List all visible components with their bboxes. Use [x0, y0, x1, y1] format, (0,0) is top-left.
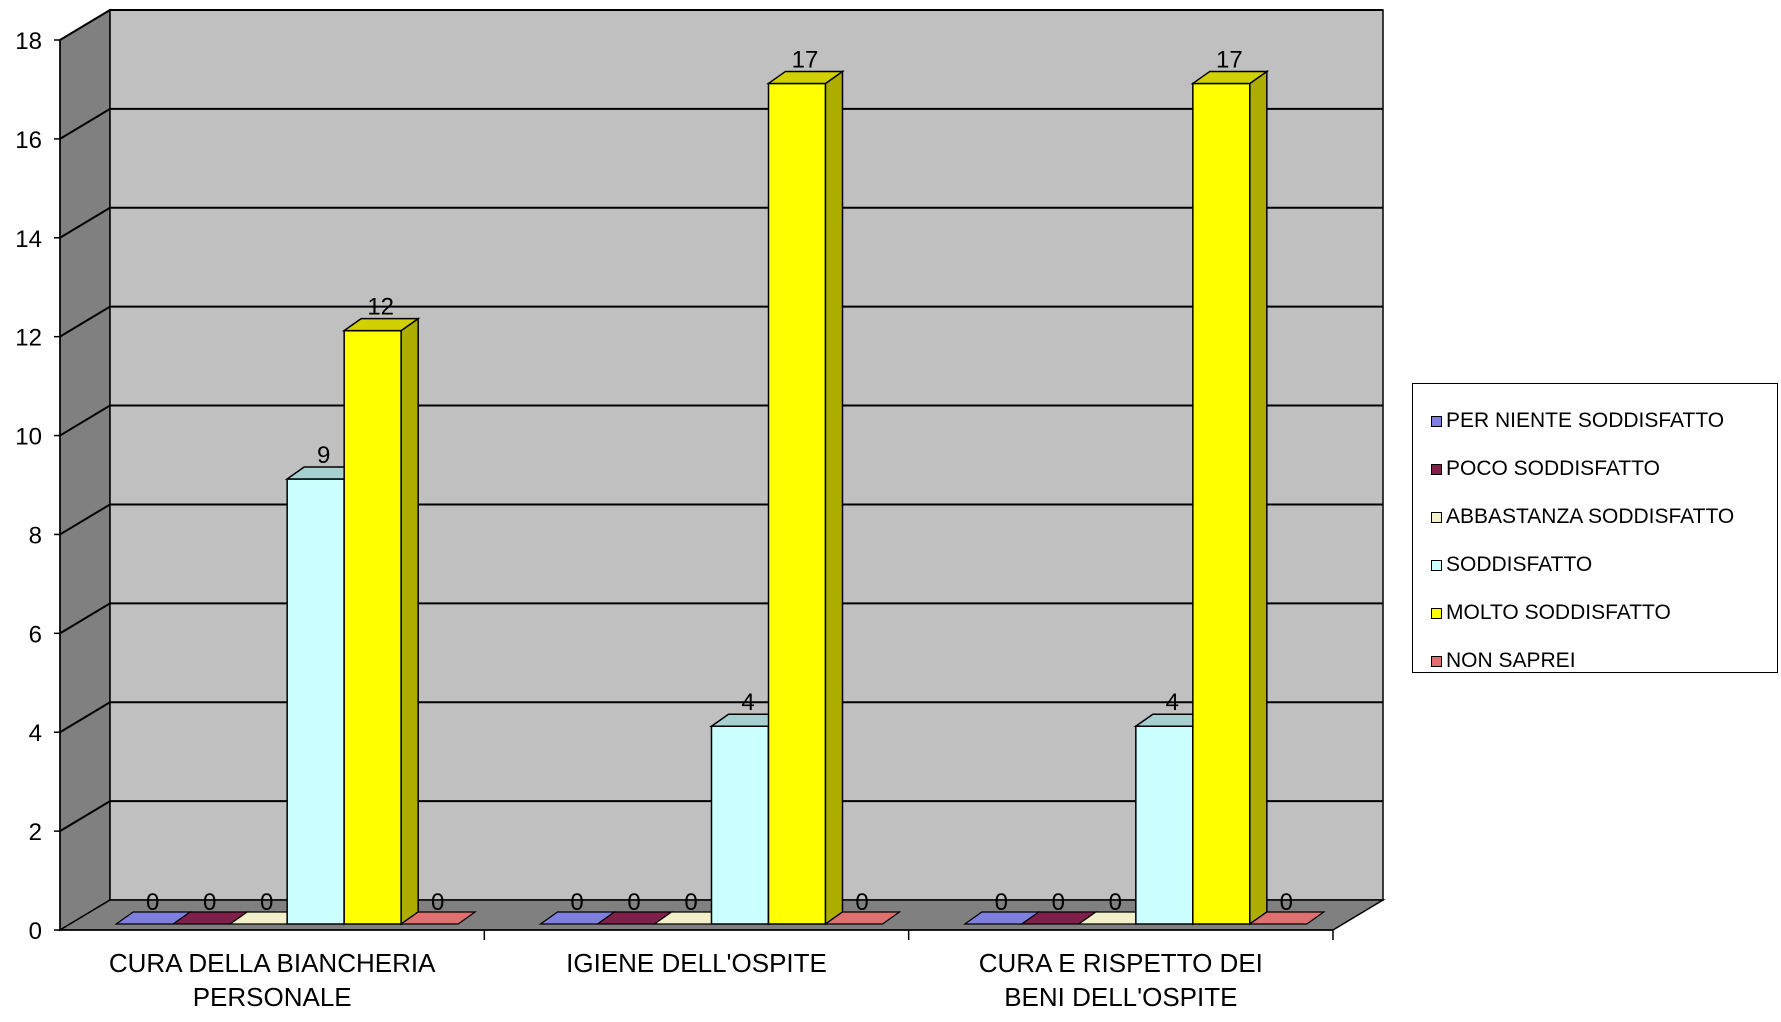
data-label: 0 — [1052, 889, 1065, 916]
x-category-label: BENI DELL'OSPITE — [1004, 982, 1237, 1012]
legend-swatch — [1431, 511, 1442, 523]
x-category-label: IGIENE DELL'OSPITE — [566, 948, 827, 978]
y-tick-label: 18 — [15, 28, 42, 55]
gridline — [59, 107, 1383, 140]
legend-label: POCO SODDISFATTO — [1446, 457, 1660, 480]
data-label: 9 — [317, 442, 330, 469]
gridline — [59, 503, 1383, 536]
bar — [341, 317, 421, 926]
legend-item: MOLTO SODDISFATTO — [1431, 600, 1671, 626]
x-category-label: CURA E RISPETTO DEI — [979, 948, 1263, 978]
bar — [766, 69, 845, 926]
legend-label: ABBASTANZA SODDISFATTO — [1446, 505, 1735, 528]
gridline — [59, 206, 1383, 239]
bar — [823, 911, 902, 925]
data-label: 17 — [1216, 46, 1243, 73]
y-tick-label: 4 — [29, 720, 42, 747]
legend-label: PER NIENTE SODDISFATTO — [1446, 409, 1725, 432]
gridline — [59, 404, 1383, 437]
legend-item: ABBASTANZA SODDISFATTO — [1431, 504, 1734, 530]
legend-label: SODDISFATTO — [1446, 553, 1593, 576]
data-label: 0 — [1109, 889, 1122, 916]
legend-swatch — [1431, 463, 1442, 475]
data-label: 0 — [684, 889, 697, 916]
data-label: 4 — [1166, 689, 1179, 716]
gridline — [59, 305, 1383, 338]
data-label: 0 — [1280, 889, 1293, 916]
data-label: 0 — [431, 889, 444, 916]
data-label: 0 — [146, 889, 159, 916]
y-tick-label: 8 — [29, 522, 42, 549]
legend-swatch — [1431, 607, 1442, 619]
gridline — [59, 602, 1383, 635]
data-label: 17 — [792, 46, 819, 73]
legend-swatch — [1431, 655, 1442, 667]
bar — [1247, 911, 1326, 925]
data-label: 0 — [995, 889, 1008, 916]
legend-label: MOLTO SODDISFATTO — [1446, 601, 1671, 624]
legend-item: PER NIENTE SODDISFATTO — [1431, 408, 1724, 434]
y-tick-label: 2 — [29, 819, 42, 846]
legend-swatch — [1431, 415, 1442, 427]
legend-swatch — [1431, 559, 1442, 571]
legend: PER NIENTE SODDISFATTO POCO SODDISFATTO AB… — [1412, 383, 1778, 673]
gridline — [59, 701, 1383, 734]
data-label: 0 — [570, 889, 583, 916]
y-tick-label: 12 — [15, 325, 42, 352]
gridline — [59, 9, 1383, 41]
x-category-label: PERSONALE — [193, 982, 352, 1012]
y-tick-label: 14 — [15, 226, 42, 253]
y-tick-label: 0 — [29, 918, 42, 945]
y-tick-label: 10 — [15, 424, 42, 451]
side-wall — [59, 8, 111, 932]
legend-item: POCO SODDISFATTO — [1431, 456, 1660, 482]
y-tick-label: 6 — [29, 621, 42, 648]
data-label: 0 — [260, 889, 273, 916]
bar — [1190, 69, 1270, 926]
bar — [399, 911, 478, 925]
data-label: 12 — [367, 294, 394, 321]
legend-item: SODDISFATTO — [1431, 552, 1592, 578]
data-label: 4 — [741, 689, 754, 716]
legend-item: NON SAPREI — [1431, 648, 1576, 674]
data-label: 0 — [627, 889, 640, 916]
data-label: 0 — [855, 889, 868, 916]
legend-label: NON SAPREI — [1446, 649, 1576, 672]
data-label: 0 — [203, 889, 216, 916]
x-category-label: CURA DELLA BIANCHERIA — [109, 948, 436, 978]
y-tick-label: 16 — [15, 127, 42, 154]
gridline — [59, 800, 1383, 832]
